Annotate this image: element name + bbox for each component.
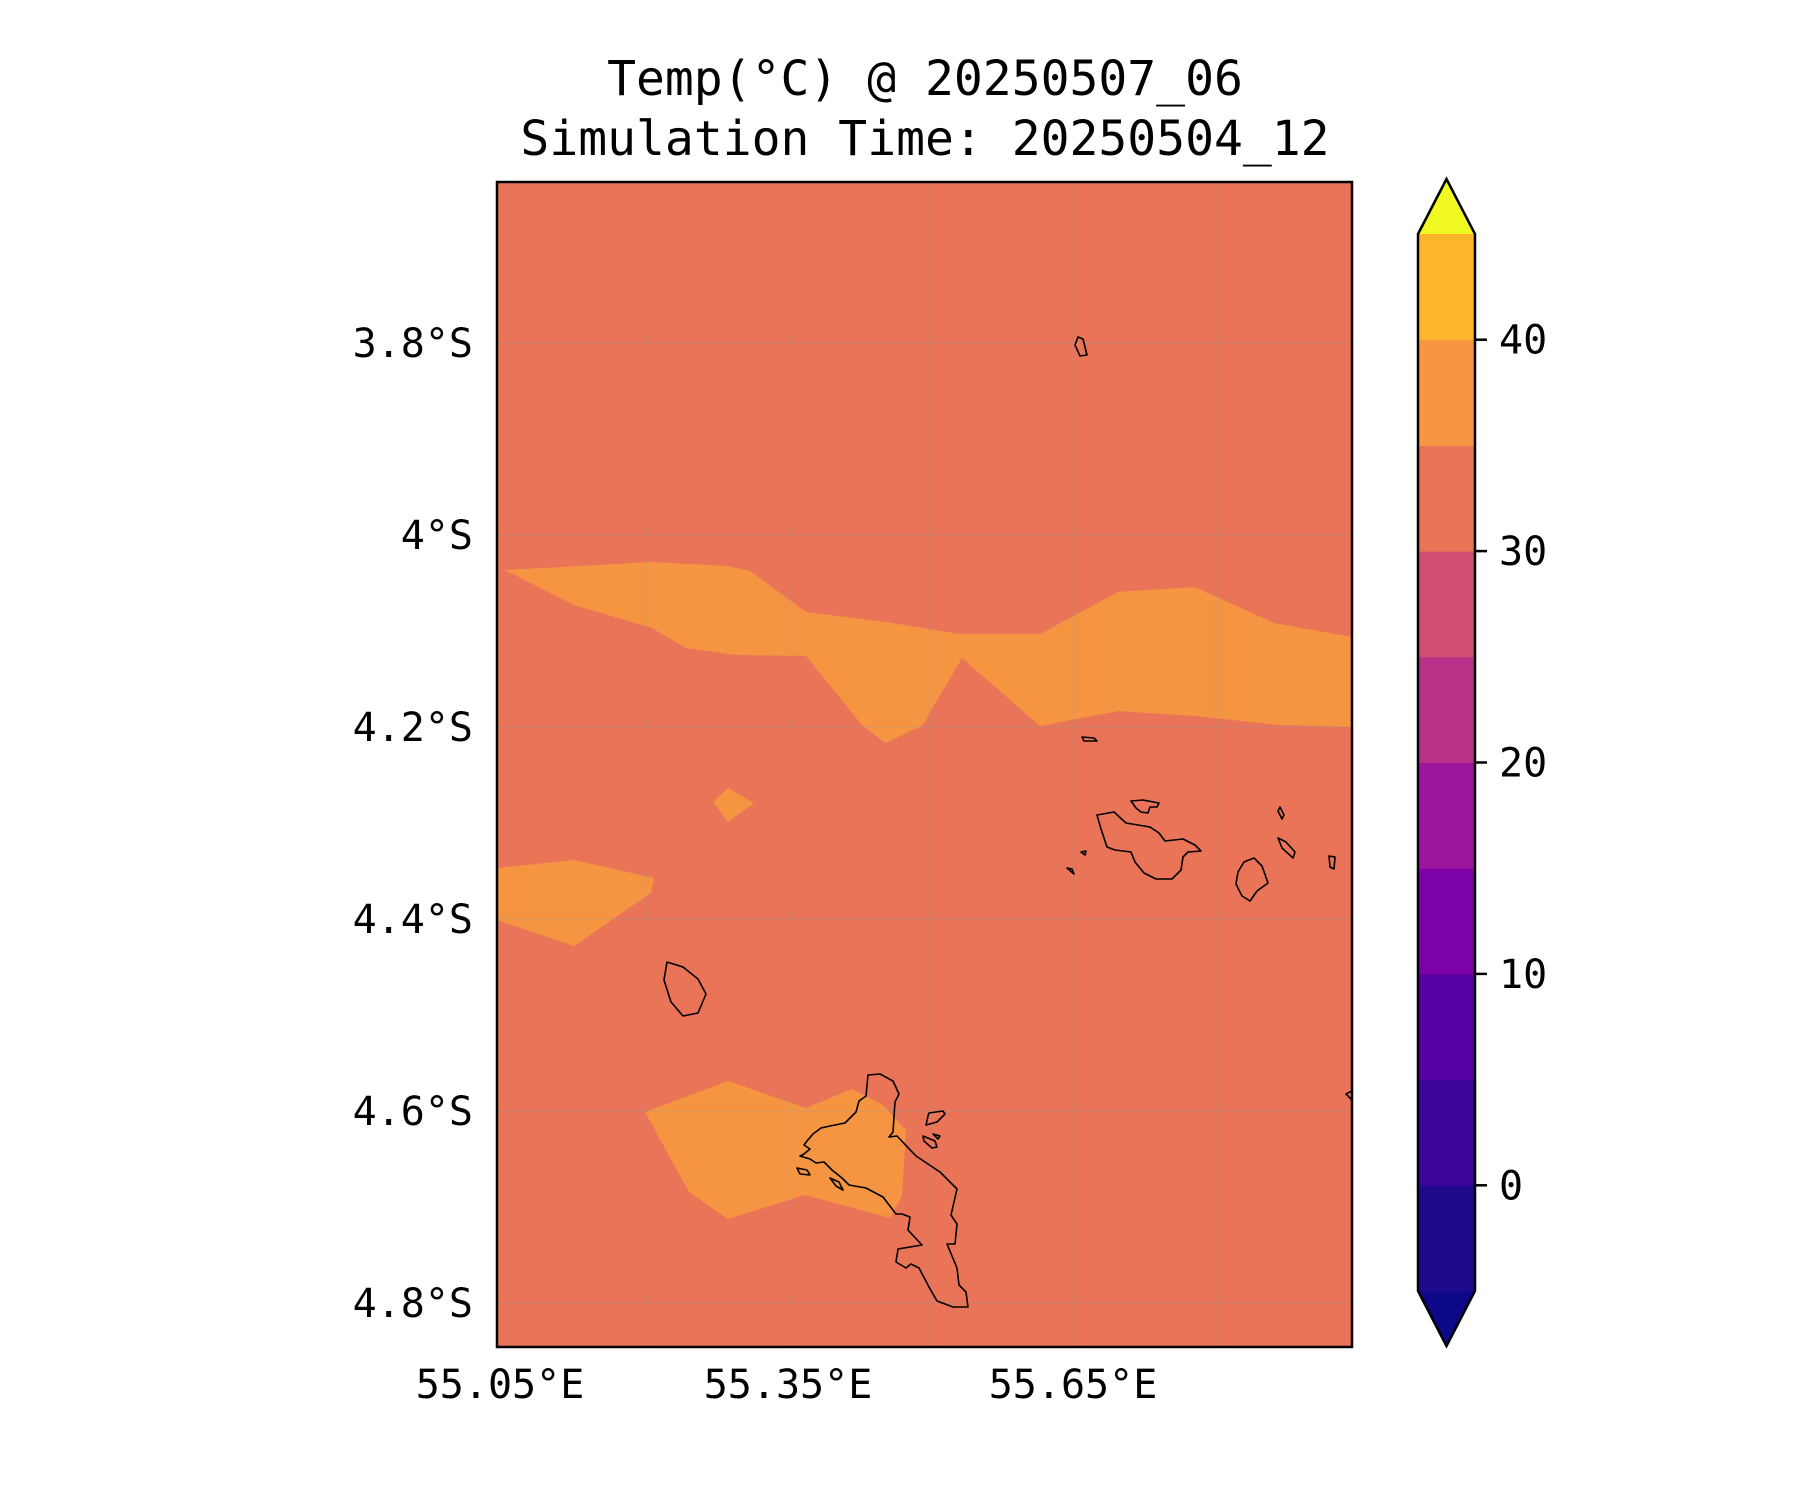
coastline-islet-small-2 xyxy=(1080,850,1087,856)
coastline-islet-small-4 xyxy=(1081,736,1098,742)
lat-tick-label: 4.2°S xyxy=(353,705,473,751)
map-gridlines xyxy=(497,182,1352,1347)
coastline-la-digue-island xyxy=(1235,857,1269,902)
lat-tick-label: 4.8°S xyxy=(353,1281,473,1327)
coastlines xyxy=(663,336,1352,1308)
map-frame xyxy=(495,180,1354,1349)
colorbar-segment xyxy=(1418,551,1475,658)
colorbar: 0 10 20 30 40 xyxy=(1416,176,1547,1349)
colorbar-under-arrow xyxy=(1418,1291,1475,1346)
lon-tick-label: 55.05°E xyxy=(416,1362,585,1408)
colorbar-segment xyxy=(1418,868,1475,975)
warm-patch-west xyxy=(497,860,654,946)
colorbar-tick-label: 10 xyxy=(1499,952,1547,998)
coastline-cerf-island xyxy=(922,1135,938,1149)
latitude-tick-labels: 3.8°S 4°S 4.2°S 4.4°S 4.6°S 4.8°S xyxy=(353,321,473,1327)
coastline-praslin-island xyxy=(1096,811,1202,880)
colorbar-tick-label: 30 xyxy=(1499,529,1547,575)
coastline-ste-anne-island xyxy=(925,1110,946,1126)
colorbar-tick-label: 0 xyxy=(1499,1163,1523,1209)
lon-tick-label: 55.35°E xyxy=(704,1362,873,1408)
colorbar-tick-label: 40 xyxy=(1499,318,1547,364)
lat-tick-label: 4.4°S xyxy=(353,897,473,943)
colorbar-segment xyxy=(1418,1185,1475,1292)
coastline-islet-small-3 xyxy=(1066,867,1075,875)
colorbar-outline xyxy=(1416,176,1477,1349)
coastline-islet-small-1 xyxy=(1277,806,1285,820)
coastline-moyenne-island xyxy=(932,1133,941,1140)
colorbar-segment xyxy=(1418,339,1475,446)
coastline-curieuse-island xyxy=(1130,799,1160,814)
coastline-silhouette-island xyxy=(663,961,707,1017)
map-panel: 3.8°S 4°S 4.2°S 4.4°S 4.6°S 4.8°S 55.05°… xyxy=(353,180,1354,1408)
colorbar-segment xyxy=(1418,973,1475,1081)
map-background-field xyxy=(497,182,1352,1347)
warm-patch-small xyxy=(713,788,754,822)
lat-tick-label: 4.6°S xyxy=(353,1089,473,1135)
colorbar-segment xyxy=(1418,1079,1475,1186)
colorbar-segment xyxy=(1418,445,1475,552)
lon-tick-label: 55.65°E xyxy=(989,1362,1158,1408)
coastline-conception-island xyxy=(829,1177,844,1191)
colorbar-over-arrow xyxy=(1418,179,1475,234)
coastline-felicite-island xyxy=(1277,837,1296,859)
colorbar-segment xyxy=(1418,234,1475,341)
lat-tick-label: 3.8°S xyxy=(353,321,473,367)
coastline-therese-island xyxy=(796,1167,811,1176)
coastline-mahe-island xyxy=(799,1073,969,1308)
coastline-east-islet xyxy=(1345,1090,1352,1101)
colorbar-tick-label: 20 xyxy=(1499,741,1547,787)
longitude-tick-labels: 55.05°E 55.35°E 55.65°E xyxy=(416,1362,1158,1408)
warm-band-north xyxy=(505,562,1352,743)
coastline-marianne-island xyxy=(1328,855,1336,870)
lat-tick-label: 4°S xyxy=(401,513,473,559)
colorbar-segment xyxy=(1418,656,1475,763)
title-line-1: Temp(°C) @ 20250507_06 xyxy=(607,51,1243,107)
coastline-denis-island xyxy=(1074,336,1088,357)
colorbar-segment xyxy=(1418,762,1475,869)
title-line-2: Simulation Time: 20250504_12 xyxy=(520,111,1329,167)
